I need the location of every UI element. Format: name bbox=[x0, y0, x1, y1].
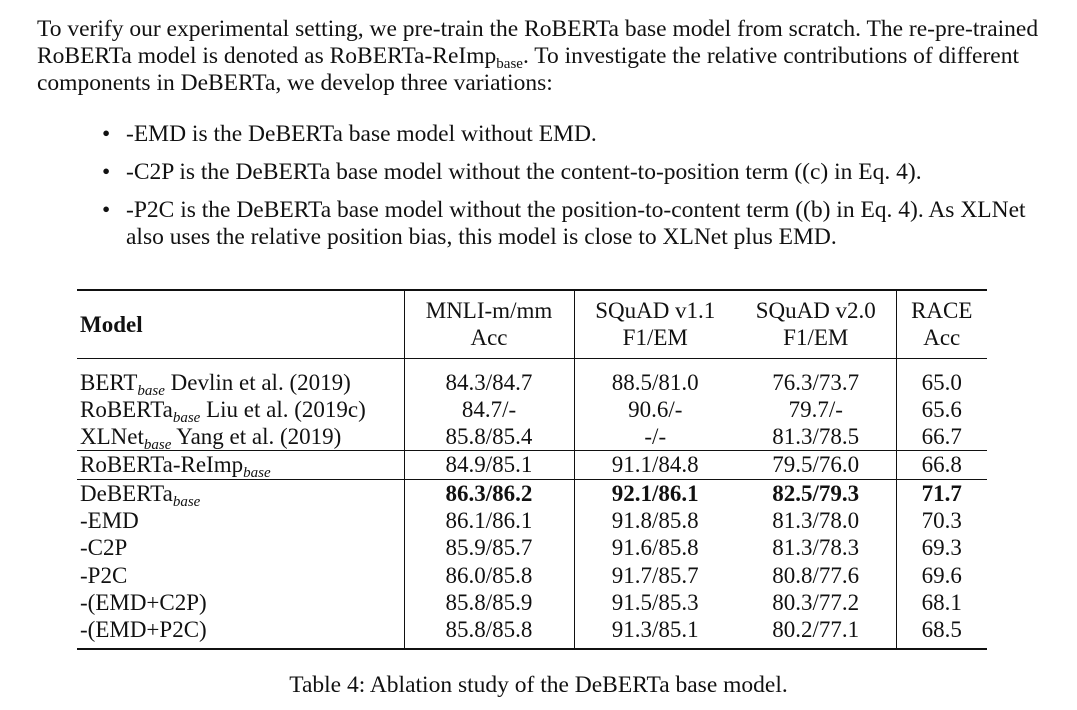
ablation-table: Model MNLI-m/mm SQuAD v1.1 SQuAD v2.0 RA… bbox=[77, 288, 987, 650]
table-cell: 85.8/85.8 bbox=[403, 616, 574, 650]
table-cell: 86.0/85.8 bbox=[403, 561, 574, 589]
model-citation: Devlin et al. (2019) bbox=[164, 369, 351, 395]
table-cell: -/- bbox=[573, 423, 736, 451]
model-citation: Yang et al. (2019) bbox=[171, 424, 342, 450]
row-model-name: -(EMD+C2P) bbox=[80, 589, 207, 615]
model-subscript: base bbox=[243, 465, 271, 482]
row-model-name: -P2C bbox=[80, 562, 128, 588]
list-item-text: -P2C is the DeBERTa base model without t… bbox=[126, 197, 1026, 250]
table-row: XLNetbase Yang et al. (2019) 85.8/85.4 -… bbox=[77, 423, 987, 454]
table-cell-best: 82.5/79.3 bbox=[736, 478, 896, 508]
table-cell: 65.0 bbox=[895, 358, 987, 396]
table-row: -P2C 86.0/85.8 91.7/85.7 80.8/77.6 69.6 bbox=[77, 561, 987, 589]
table-cell: 84.9/85.1 bbox=[403, 450, 574, 480]
intro-term: RoBERTa-ReImp bbox=[329, 43, 497, 69]
table-cell: 79.5/76.0 bbox=[736, 450, 896, 480]
intro-text-2: . To investigate the relative contributi… bbox=[37, 43, 1020, 96]
table-cell: 85.8/85.9 bbox=[403, 588, 574, 617]
model-subscript: base bbox=[172, 493, 201, 510]
table-cell: 66.7 bbox=[895, 423, 987, 451]
model-subscript: base bbox=[172, 409, 201, 426]
model-name: BERT bbox=[80, 369, 138, 395]
table-cell: 80.3/77.2 bbox=[772, 589, 860, 615]
bullet-icon: • bbox=[102, 197, 111, 223]
list-item: • -EMD is the DeBERTa base model without … bbox=[102, 121, 1042, 148]
model-name: RoBERTa bbox=[80, 396, 173, 422]
variation-list: • -EMD is the DeBERTa base model without … bbox=[102, 121, 1042, 262]
table-row: -EMD 86.1/86.1 91.8/85.8 81.3/78.0 70.3 bbox=[77, 507, 987, 535]
table-row: -C2P 85.9/85.7 91.6/85.8 81.3/78.3 69.3 bbox=[77, 534, 987, 562]
table-cell: 76.3/73.7 bbox=[772, 369, 860, 395]
table-cell: 86.1/86.1 bbox=[403, 507, 574, 535]
model-name: RoBERTa-ReImp bbox=[80, 452, 244, 478]
table-cell: 81.3/78.5 bbox=[772, 424, 860, 450]
table-row: -(EMD+P2C) 85.8/85.8 91.3/85.1 80.2/77.1… bbox=[77, 616, 987, 650]
table-cell: 90.6/- bbox=[573, 395, 736, 424]
column-header: SQuAD v1.1 bbox=[573, 288, 736, 325]
model-column-header: Model bbox=[77, 288, 404, 359]
table-cell: 91.7/85.7 bbox=[573, 561, 736, 589]
table-cell: 91.5/85.3 bbox=[573, 588, 736, 617]
table-cell: 79.7/- bbox=[788, 396, 843, 422]
column-header: RACE bbox=[895, 288, 987, 325]
row-model-name: RoBERTa-ReImpbase bbox=[77, 450, 404, 482]
table-cell: 80.8/77.6 bbox=[772, 562, 860, 588]
table-cell: 84.3/84.7 bbox=[403, 358, 574, 396]
table-row: RoBERTa-ReImpbase 84.9/85.1 91.1/84.8 79… bbox=[77, 450, 987, 482]
table-cell: 81.3/78.0 bbox=[772, 508, 860, 534]
table-cell: 91.8/85.8 bbox=[573, 507, 736, 535]
intro-text-1: To verify our experimental setting, we p… bbox=[37, 16, 1039, 69]
table-cell: 81.3/78.3 bbox=[772, 535, 860, 561]
model-name: XLNet bbox=[80, 424, 144, 450]
column-subheader: F1/EM bbox=[736, 324, 896, 359]
column-header: SQuAD v2.0 bbox=[736, 288, 896, 325]
table-cell: 85.8/85.4 bbox=[403, 423, 574, 451]
bullet-icon: • bbox=[102, 121, 111, 147]
row-model-name: RoBERTabase Liu et al. (2019c) bbox=[77, 396, 404, 426]
table-cell: 84.7/- bbox=[403, 395, 574, 424]
list-item: • -P2C is the DeBERTa base model without … bbox=[102, 197, 1042, 251]
column-subheader: Acc bbox=[403, 324, 574, 359]
table-cell: 70.3 bbox=[895, 507, 987, 535]
table-cell: 91.1/84.8 bbox=[573, 450, 736, 480]
list-item-text: -C2P is the DeBERTa base model without t… bbox=[126, 159, 922, 185]
list-item-text: -EMD is the DeBERTa base model without E… bbox=[126, 121, 597, 147]
table-cell: 91.6/85.8 bbox=[573, 534, 736, 562]
row-model-name: -(EMD+P2C) bbox=[77, 616, 404, 650]
model-citation: Liu et al. (2019c) bbox=[200, 396, 366, 422]
table-row: DeBERTabase 86.3/86.2 92.1/86.1 82.5/79.… bbox=[77, 478, 987, 510]
model-subscript: base bbox=[143, 437, 172, 454]
table-row: -(EMD+C2P) 85.8/85.9 91.5/85.3 80.3/77.2… bbox=[77, 588, 987, 617]
row-model-name: -C2P bbox=[80, 535, 128, 561]
table-cell: 68.1 bbox=[895, 588, 987, 617]
row-model-name: -EMD bbox=[80, 508, 139, 534]
table-cell: 88.5/81.0 bbox=[573, 358, 736, 396]
intro-term-sub: base bbox=[496, 56, 523, 72]
list-item: • -C2P is the DeBERTa base model without … bbox=[102, 159, 1042, 186]
column-subheader: F1/EM bbox=[573, 324, 736, 359]
table-cell: 85.9/85.7 bbox=[403, 534, 574, 562]
row-model-name: DeBERTabase bbox=[77, 478, 404, 510]
intro-paragraph: To verify our experimental setting, we p… bbox=[37, 16, 1047, 97]
table-cell-best: 86.3/86.2 bbox=[403, 478, 574, 508]
table-cell: 66.8 bbox=[895, 450, 987, 480]
table-cell: 69.6 bbox=[895, 561, 987, 589]
column-subheader: Acc bbox=[895, 324, 987, 359]
model-subscript: base bbox=[137, 382, 165, 399]
table-cell-best: 71.7 bbox=[895, 478, 987, 508]
table-cell: 68.5 bbox=[895, 616, 987, 650]
table-cell: 65.6 bbox=[895, 395, 987, 424]
table-cell: 80.2/77.1 bbox=[736, 616, 896, 650]
column-header: MNLI-m/mm bbox=[403, 288, 574, 325]
table-row: BERTbase Devlin et al. (2019) 84.3/84.7 … bbox=[77, 358, 987, 399]
table-cell: 91.3/85.1 bbox=[573, 616, 736, 650]
row-model-name: BERTbase Devlin et al. (2019) bbox=[77, 358, 404, 399]
row-model-name: XLNetbase Yang et al. (2019) bbox=[77, 423, 404, 454]
table-cell: 69.3 bbox=[895, 534, 987, 562]
bullet-icon: • bbox=[102, 159, 111, 185]
table-cell-best: 92.1/86.1 bbox=[573, 478, 736, 508]
table-caption: Table 4: Ablation study of the DeBERTa b… bbox=[289, 672, 788, 698]
model-name: DeBERTa bbox=[80, 480, 173, 506]
table-row: RoBERTabase Liu et al. (2019c) 84.7/- 90… bbox=[77, 395, 987, 426]
